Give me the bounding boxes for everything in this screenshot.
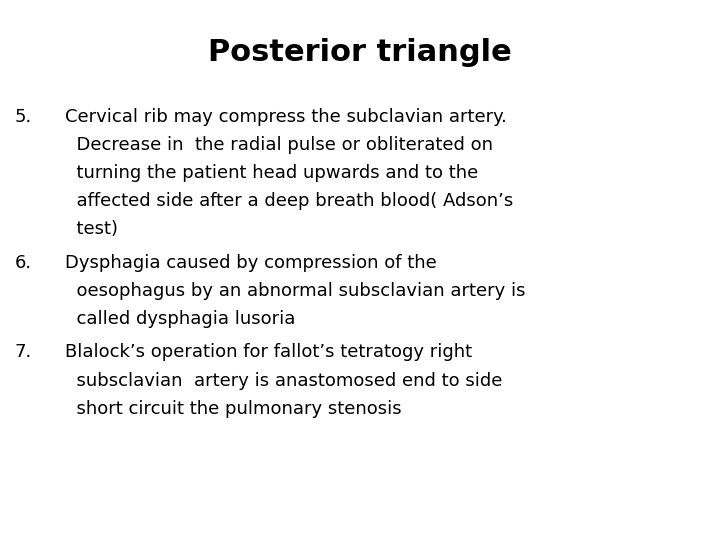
Text: affected side after a deep breath blood( Adson’s: affected side after a deep breath blood(… bbox=[65, 192, 513, 210]
Text: oesophagus by an abnormal subsclavian artery is: oesophagus by an abnormal subsclavian ar… bbox=[65, 282, 526, 300]
Text: 5.: 5. bbox=[14, 108, 32, 126]
Text: Dysphagia caused by compression of the: Dysphagia caused by compression of the bbox=[65, 254, 436, 272]
Text: Posterior triangle: Posterior triangle bbox=[208, 38, 512, 67]
Text: short circuit the pulmonary stenosis: short circuit the pulmonary stenosis bbox=[65, 400, 402, 417]
Text: Blalock’s operation for fallot’s tetratogy right: Blalock’s operation for fallot’s tetrato… bbox=[65, 343, 472, 361]
Text: called dysphagia lusoria: called dysphagia lusoria bbox=[65, 310, 295, 328]
Text: Cervical rib may compress the subclavian artery.: Cervical rib may compress the subclavian… bbox=[65, 108, 507, 126]
Text: Decrease in  the radial pulse or obliterated on: Decrease in the radial pulse or oblitera… bbox=[65, 136, 492, 154]
Text: 7.: 7. bbox=[14, 343, 32, 361]
Text: turning the patient head upwards and to the: turning the patient head upwards and to … bbox=[65, 164, 478, 182]
Text: test): test) bbox=[65, 220, 118, 238]
Text: subsclavian  artery is anastomosed end to side: subsclavian artery is anastomosed end to… bbox=[65, 372, 502, 389]
Text: 6.: 6. bbox=[14, 254, 32, 272]
